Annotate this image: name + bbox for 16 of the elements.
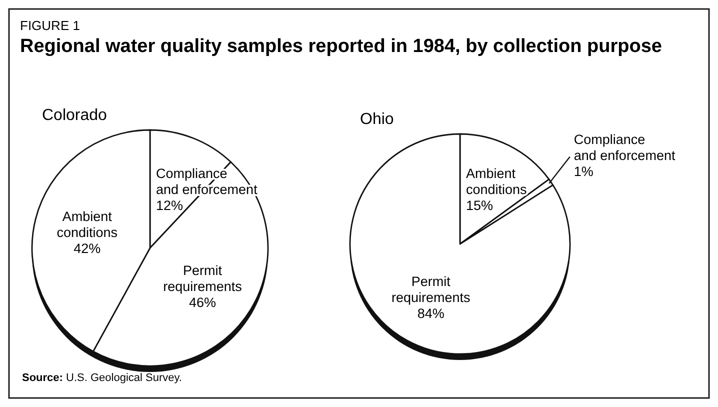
- chart-title: Colorado: [42, 107, 108, 124]
- caption: FIGURE 1: [20, 18, 80, 33]
- source-note: Source: U.S. Geological Survey.: [22, 372, 182, 384]
- slice-label: Permit requirements: [391, 274, 470, 306]
- slice-label: Compliance and enforcement: [574, 132, 676, 163]
- data-label: 46%: [188, 295, 216, 310]
- slice-label: Ambient conditions: [466, 166, 528, 197]
- text: Regional water quality samples reported in 1984, by collection purpose: [20, 36, 662, 57]
- chart-title: Ohio: [360, 111, 394, 128]
- data-label: 1%: [574, 164, 594, 179]
- data-label: 84%: [417, 306, 444, 322]
- slice-label: Permit requirements: [163, 263, 242, 294]
- data-label: 12%: [156, 198, 184, 213]
- data-label: 15%: [466, 198, 494, 213]
- slice-label: Ambient conditions: [56, 208, 118, 240]
- data-label: 42%: [74, 240, 101, 256]
